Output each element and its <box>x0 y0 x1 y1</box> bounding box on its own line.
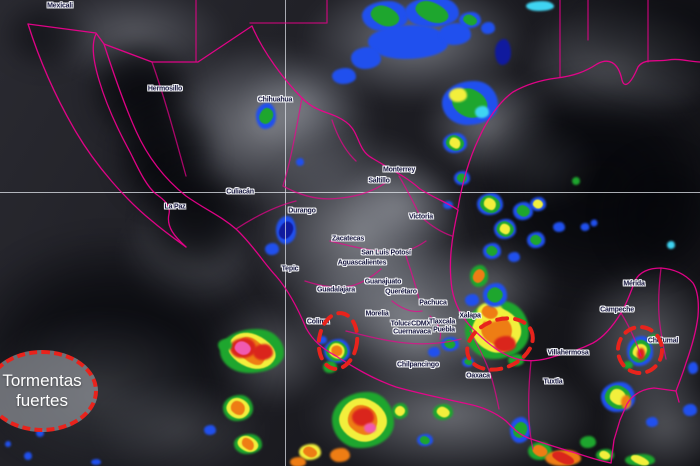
city-label-guadalajara: Guadalajara <box>317 286 355 294</box>
city-label-colima: Colima <box>306 318 330 326</box>
city-label-chihuahua: Chihuahua <box>257 96 293 104</box>
city-label-chilpancingo: Chilpancingo <box>397 361 439 369</box>
city-label-tlaxcala: Tlaxcala <box>428 318 456 326</box>
city-label-la-paz: La Paz <box>164 203 186 211</box>
storm-intensity-blue <box>24 452 32 460</box>
storm-intensity-blue <box>683 404 697 416</box>
city-label-morelia: Morelia <box>365 310 389 318</box>
storm-intensity-blue <box>5 441 11 447</box>
storm-warning-text-line1: Tormentas <box>2 370 82 390</box>
city-label-zacatecas: Zacatecas <box>331 235 365 243</box>
city-label-guanajuato: Guanajuato <box>364 278 402 286</box>
storm-warning-callout: Tormentas fuertes <box>0 350 98 432</box>
city-label-aguascalientes: Aguascalientes <box>337 259 387 267</box>
city-label-chetumal: Chetumal <box>647 337 679 345</box>
city-label-tepic: Tepic <box>281 265 299 273</box>
city-label-cuernavaca: Cuernavaca <box>393 328 431 336</box>
storm-intensity-blue <box>91 459 101 465</box>
city-label-mexicali: Mexicali <box>47 2 73 10</box>
city-label-oaxaca: Oaxaca <box>466 372 490 380</box>
city-label-saltillo: Saltillo <box>368 177 390 185</box>
city-label-villahermosa: Villahermosa <box>547 349 589 357</box>
city-label-san-luis-potosí: San Luis Potosí <box>361 249 411 257</box>
city-label-monterrey: Monterrey <box>382 166 416 174</box>
city-label-xalapa: Xalapa <box>459 312 481 320</box>
storm-warning-text-line2: fuertes <box>16 391 68 410</box>
city-label-querétaro: Querétaro <box>385 288 417 296</box>
city-label-cdmx: CDMX <box>411 320 431 328</box>
city-label-pachuca: Pachuca <box>419 299 447 307</box>
city-label-mérida: Mérida <box>623 280 645 288</box>
city-label-toluca: Toluca <box>390 320 412 328</box>
city-label-tuxtla: Tuxtla <box>543 378 563 386</box>
city-label-victoria: Victoria <box>409 213 433 221</box>
city-label-culiacán: Culiacán <box>226 188 254 196</box>
city-label-durango: Durango <box>288 207 316 215</box>
city-label-hermosillo: Hermosillo <box>147 85 183 93</box>
city-label-puebla: Puebla <box>433 326 455 334</box>
city-label-campeche: Campeche <box>600 306 634 314</box>
storm-intensity-blue <box>36 429 44 437</box>
